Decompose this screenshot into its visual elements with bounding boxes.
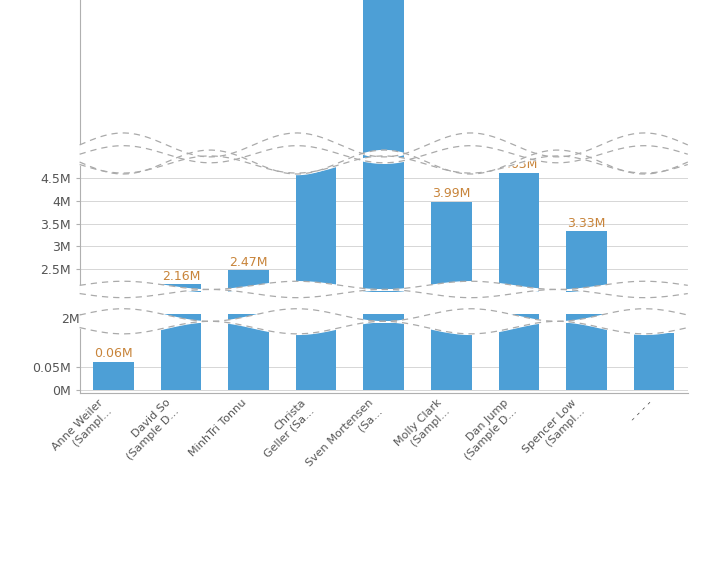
- Bar: [634, 377, 674, 383]
- Bar: [296, 0, 337, 390]
- Text: 0.06M: 0.06M: [94, 347, 132, 360]
- Bar: [296, 159, 337, 383]
- Bar: [363, 0, 404, 383]
- Bar: [93, 362, 134, 390]
- Text: 0.12M: 0.12M: [635, 319, 673, 332]
- Text: 3.99M: 3.99M: [432, 187, 471, 200]
- Text: 3.33M: 3.33M: [567, 217, 606, 229]
- Bar: [228, 270, 269, 383]
- Bar: [363, 0, 404, 390]
- Text: 2M: 2M: [61, 314, 80, 327]
- Text: 2.16M: 2.16M: [161, 270, 201, 283]
- Bar: [161, 0, 201, 390]
- Bar: [499, 173, 539, 383]
- Bar: [431, 201, 471, 383]
- Bar: [634, 333, 674, 390]
- Bar: [499, 0, 539, 390]
- Bar: [566, 0, 607, 390]
- Bar: [431, 0, 471, 390]
- Text: 2.47M: 2.47M: [230, 256, 268, 269]
- Bar: [228, 0, 269, 390]
- Text: 4.93M: 4.93M: [297, 144, 335, 157]
- Text: 4.63M: 4.63M: [500, 158, 538, 171]
- Bar: [161, 284, 201, 383]
- Bar: [566, 232, 607, 383]
- Bar: [93, 380, 134, 383]
